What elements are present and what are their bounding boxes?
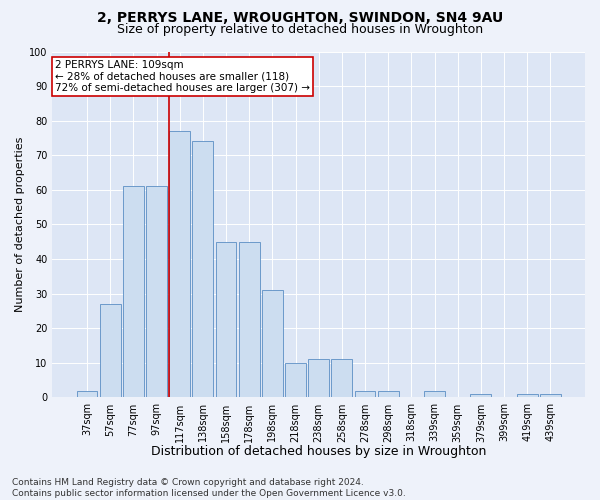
Bar bbox=[146, 186, 167, 398]
Text: Contains HM Land Registry data © Crown copyright and database right 2024.
Contai: Contains HM Land Registry data © Crown c… bbox=[12, 478, 406, 498]
Bar bbox=[77, 390, 97, 398]
Bar bbox=[193, 142, 213, 398]
Bar bbox=[308, 360, 329, 398]
Bar bbox=[100, 304, 121, 398]
X-axis label: Distribution of detached houses by size in Wroughton: Distribution of detached houses by size … bbox=[151, 444, 487, 458]
Text: Size of property relative to detached houses in Wroughton: Size of property relative to detached ho… bbox=[117, 22, 483, 36]
Bar bbox=[262, 290, 283, 398]
Bar bbox=[378, 390, 398, 398]
Bar bbox=[424, 390, 445, 398]
Bar bbox=[285, 363, 306, 398]
Bar bbox=[355, 390, 376, 398]
Text: 2 PERRYS LANE: 109sqm
← 28% of detached houses are smaller (118)
72% of semi-det: 2 PERRYS LANE: 109sqm ← 28% of detached … bbox=[55, 60, 310, 94]
Bar bbox=[215, 242, 236, 398]
Bar bbox=[470, 394, 491, 398]
Bar bbox=[169, 131, 190, 398]
Bar bbox=[517, 394, 538, 398]
Text: 2, PERRYS LANE, WROUGHTON, SWINDON, SN4 9AU: 2, PERRYS LANE, WROUGHTON, SWINDON, SN4 … bbox=[97, 11, 503, 25]
Bar bbox=[123, 186, 144, 398]
Bar bbox=[540, 394, 561, 398]
Y-axis label: Number of detached properties: Number of detached properties bbox=[15, 137, 25, 312]
Bar bbox=[239, 242, 260, 398]
Bar bbox=[331, 360, 352, 398]
